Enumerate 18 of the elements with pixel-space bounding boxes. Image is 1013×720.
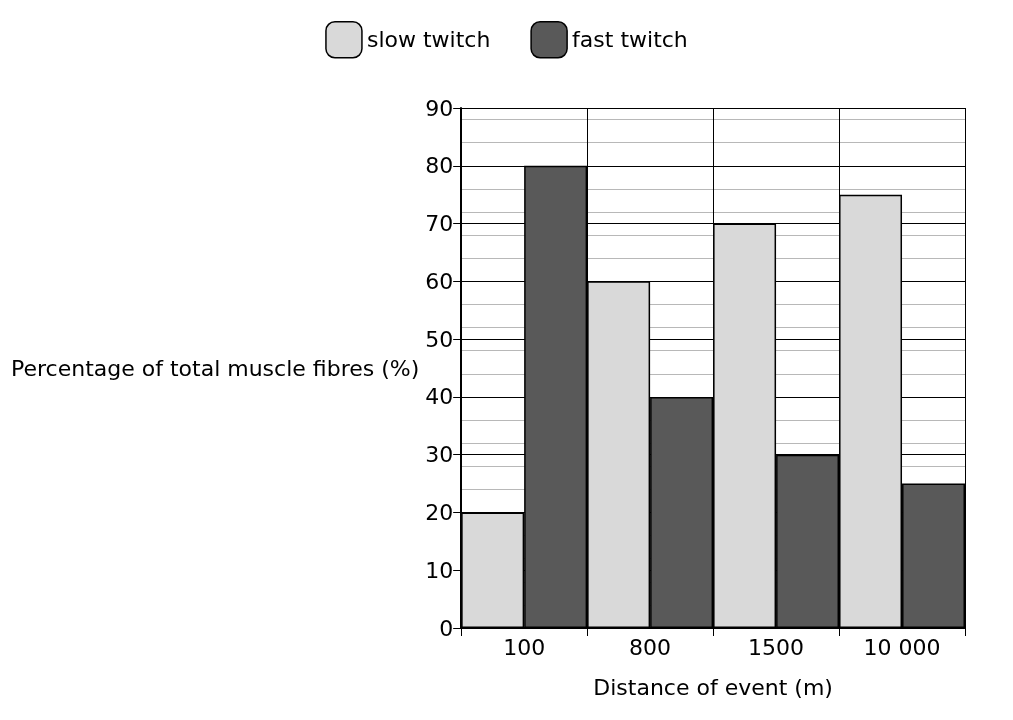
x-axis-title: Distance of event (m)	[593, 674, 833, 700]
y-axis-title: Percentage of total muscle fibres (%)	[10, 355, 420, 381]
x-tick-label: 100	[503, 634, 546, 660]
y-tick-label: 0	[439, 615, 454, 641]
x-tick-label: 1500	[748, 634, 805, 660]
y-tick-label: 90	[425, 95, 454, 121]
y-tick-label: 70	[425, 211, 454, 237]
y-tick-label: 40	[425, 384, 454, 410]
y-tick-label: 30	[425, 442, 454, 468]
y-tick-label: 10	[425, 557, 454, 583]
x-tick-label: 800	[629, 634, 672, 660]
y-tick-label: 50	[425, 326, 454, 352]
y-tick-label: 60	[425, 268, 454, 294]
legend-label: slow twitch	[366, 27, 491, 53]
legend-label: fast twitch	[572, 27, 688, 53]
x-tick-label: 10 000	[863, 634, 941, 660]
y-tick-label: 20	[425, 499, 454, 525]
y-tick-label: 80	[425, 153, 454, 179]
